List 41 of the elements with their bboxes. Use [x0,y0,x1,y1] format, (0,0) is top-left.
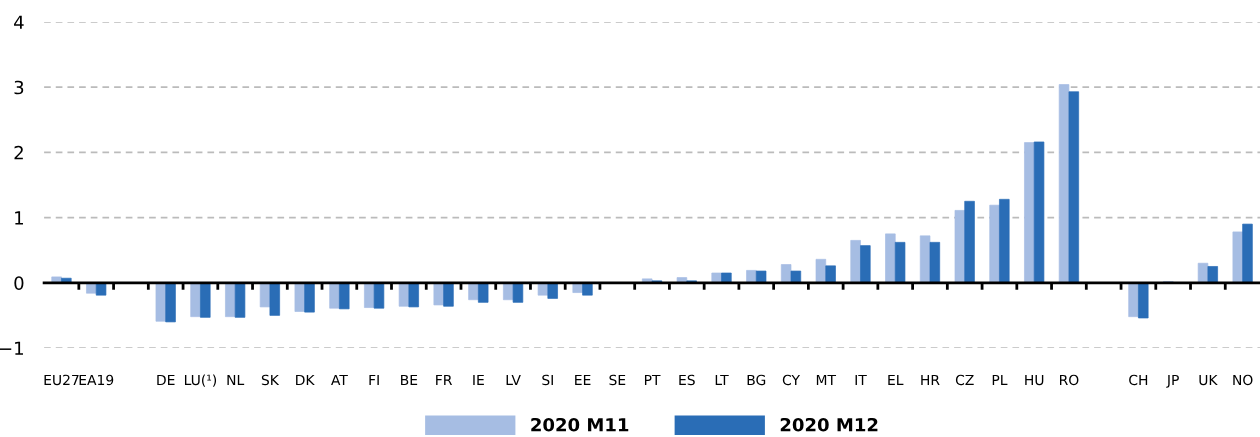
y-tick-label: −1 [0,341,23,355]
y-tick-label: 0 [14,276,24,290]
x-tick-label: HR [921,374,940,385]
x-tick-label: IE [473,374,484,385]
x-tick-label: SE [609,374,626,386]
x-tick-label: DE [157,374,175,385]
x-tick-label: UK [1199,374,1218,386]
legend-label: 2020 M12 [780,417,878,432]
x-tick-label: EE [575,374,591,385]
x-tick-label: IT [855,374,867,385]
x-tick-label: ES [679,374,695,386]
x-tick-label: LV [506,374,521,385]
y-tick-label: 2 [14,145,23,160]
x-tick-label: CH [1129,374,1148,386]
x-tick-label: SK [261,374,280,386]
x-tick-label: BE [401,374,418,385]
x-tick-label: EA19 [79,374,114,386]
x-tick-label: NL [227,374,245,385]
x-tick-label: LT [715,374,729,385]
x-tick-label: LU(¹) [184,374,217,387]
x-tick-label: FR [436,374,453,385]
x-tick-label: CZ [955,374,974,386]
y-tick-label: 3 [14,80,24,95]
x-tick-label: PL [992,374,1008,385]
x-tick-label: HU [1025,374,1044,386]
x-tick-label: RO [1060,374,1079,386]
x-tick-label: FI [369,374,379,385]
y-tick-label: 4 [14,15,24,29]
x-tick-label: SI [542,374,553,386]
x-tick-label: EL [888,374,904,385]
x-tick-label: MT [816,374,837,385]
x-tick-label: BG [747,374,766,386]
y-tick-label: 1 [15,211,23,225]
x-tick-label: DK [296,374,315,385]
x-tick-label: NO [1233,374,1253,386]
x-tick-label: CY [782,374,801,386]
x-tick-label: JP [1166,374,1179,388]
x-tick-label: AT [331,374,348,385]
x-tick-label: PT [644,374,661,385]
legend-label: 2020 M11 [531,417,629,432]
x-tick-label: EU27 [44,374,79,386]
